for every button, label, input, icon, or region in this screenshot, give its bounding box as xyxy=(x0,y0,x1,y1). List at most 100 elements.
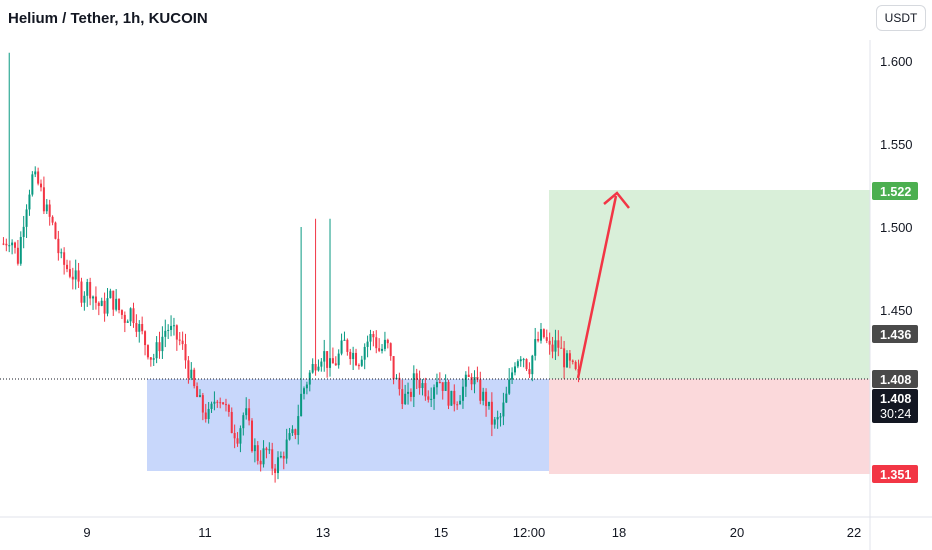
candle-body xyxy=(242,415,245,429)
candle-body xyxy=(302,388,306,394)
candle-body xyxy=(37,171,40,184)
candle-body xyxy=(305,384,308,389)
candle-body xyxy=(531,355,534,375)
candle-body xyxy=(360,359,363,366)
candle-body xyxy=(487,401,490,407)
candle-body xyxy=(71,276,74,280)
candle-body xyxy=(571,360,574,362)
candle-body xyxy=(496,417,499,420)
candle-body xyxy=(554,340,557,352)
candle-body xyxy=(389,343,392,357)
candle-body xyxy=(407,391,410,394)
candle-body xyxy=(57,238,60,254)
x-tick-label: 12:00 xyxy=(513,525,546,540)
candle-body xyxy=(297,416,300,436)
candle-body xyxy=(357,365,360,367)
candle-body xyxy=(300,393,303,417)
candle-body xyxy=(51,216,54,223)
candle-body xyxy=(418,379,421,389)
candle-body xyxy=(210,403,213,409)
projection-arrow xyxy=(576,195,618,379)
candle-body xyxy=(196,386,199,397)
candle-body xyxy=(355,352,358,366)
candle-body xyxy=(80,281,83,303)
candle-body xyxy=(279,455,282,458)
candle-body xyxy=(395,377,398,380)
candle-body xyxy=(222,402,225,405)
currency-button[interactable]: USDT xyxy=(876,5,926,31)
candle-body xyxy=(574,361,577,370)
candle-body xyxy=(22,226,25,237)
candle-body xyxy=(288,433,291,440)
candle-body xyxy=(94,296,97,303)
candle-body xyxy=(438,382,441,384)
candle-body xyxy=(450,390,453,406)
candle-body xyxy=(375,337,378,349)
x-tick-label: 18 xyxy=(612,525,626,540)
candle-body xyxy=(207,408,210,420)
candle-body xyxy=(245,408,248,416)
candle-body xyxy=(537,339,540,341)
candle-body xyxy=(198,395,201,397)
candle-body xyxy=(568,353,571,361)
candle-body xyxy=(126,321,129,323)
candle-body xyxy=(470,376,473,385)
candle-body xyxy=(409,391,412,397)
y-tick-label: 1.450 xyxy=(880,303,913,318)
candle-body xyxy=(190,369,193,379)
candle-body xyxy=(461,386,464,401)
candle-body xyxy=(476,377,479,380)
candle-body xyxy=(447,381,450,406)
candle-body xyxy=(25,209,28,227)
x-tick-label: 15 xyxy=(434,525,448,540)
candle-body xyxy=(294,429,297,436)
candle-body xyxy=(167,329,170,331)
candle-body xyxy=(19,236,22,264)
candle-body xyxy=(398,377,401,390)
candle-body xyxy=(314,364,317,371)
candle-body xyxy=(435,382,438,388)
candle-body xyxy=(123,314,126,323)
candle-body xyxy=(508,379,511,394)
candle-body xyxy=(479,379,482,401)
candle-body xyxy=(129,308,132,322)
candle-body xyxy=(542,329,545,338)
candle-body xyxy=(525,359,528,370)
candle-body xyxy=(473,377,476,385)
candle-body xyxy=(155,342,158,359)
candle-body xyxy=(352,352,355,360)
candle-body xyxy=(100,300,103,306)
candle-body xyxy=(346,339,349,352)
candle-body xyxy=(291,429,294,434)
candle-body xyxy=(77,270,80,282)
x-tick-label: 9 xyxy=(83,525,90,540)
candle-body xyxy=(433,387,436,399)
candle-body xyxy=(490,401,493,425)
candles xyxy=(2,52,580,483)
candle-body xyxy=(381,348,384,351)
candle-body xyxy=(181,340,184,345)
candle-body xyxy=(441,382,444,391)
candle-body xyxy=(193,369,196,387)
candle-body xyxy=(329,358,332,368)
candle-body xyxy=(158,342,161,352)
arrow-head xyxy=(603,191,630,209)
candle-body xyxy=(253,445,256,452)
candle-body xyxy=(392,356,395,380)
candle-body xyxy=(83,295,86,303)
candle-body xyxy=(230,411,233,434)
candle-body xyxy=(369,334,372,342)
candle-body xyxy=(66,264,69,270)
countdown-time-label: 30:24 xyxy=(880,407,911,421)
candle-body xyxy=(282,455,285,459)
candle-body xyxy=(493,419,496,425)
candle-body xyxy=(250,420,253,452)
candle-body xyxy=(92,296,95,299)
target-price-label: 1.522 xyxy=(880,185,911,199)
candle-body xyxy=(415,373,418,380)
candle-body xyxy=(259,460,262,465)
candle-body xyxy=(172,325,175,327)
y-tick-label: 1.550 xyxy=(880,137,913,152)
candle-body xyxy=(528,369,531,375)
